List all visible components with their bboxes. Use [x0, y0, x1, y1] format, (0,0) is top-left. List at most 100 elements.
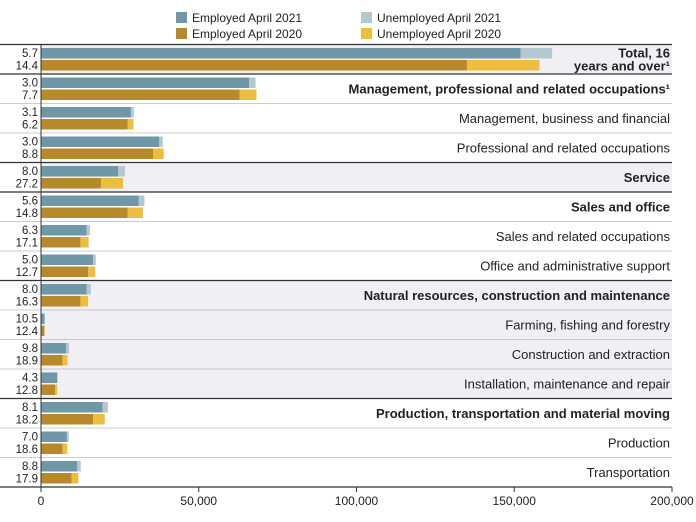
rate-label-2021: 3.0: [22, 78, 38, 90]
bar-employed-2021: [41, 372, 58, 383]
bar-employed-2021: [41, 284, 87, 295]
legend-label: Unemployed April 2020: [377, 27, 501, 41]
bar-unemployed-2020: [71, 473, 79, 484]
rate-label-2020: 17.1: [16, 238, 38, 250]
x-tick-label: 100,000: [335, 494, 379, 508]
chart-legend: Employed April 2021 Unemployed April 2021…: [176, 11, 501, 41]
category-row: 3.08.8 Professional and related occupatio…: [0, 132, 672, 161]
bar-employed-2021: [41, 77, 250, 88]
rate-label-2021: 9.8: [22, 343, 38, 355]
category-label: Natural resources, construction and main…: [364, 288, 670, 303]
bar-unemployed-2021: [138, 195, 145, 206]
x-tick-label: 150,000: [493, 494, 537, 508]
bar-unemployed-2020: [239, 89, 257, 100]
rate-label-2021: 3.1: [22, 107, 38, 119]
category-label-line2: years and over¹: [574, 59, 670, 74]
rate-label-2021: 8.0: [22, 166, 38, 178]
row-shading: [41, 280, 672, 310]
category-row: 8.027.2 Service: [0, 161, 672, 192]
rate-label-2020: 16.3: [16, 297, 38, 309]
rate-label-2020: 14.8: [16, 208, 38, 220]
legend-swatch: [361, 12, 372, 23]
bar-unemployed-2020: [466, 60, 540, 71]
category-label: Production: [608, 436, 670, 451]
rate-label-2020: 14.4: [16, 61, 39, 73]
category-row: 8.817.9 Transportation: [0, 457, 672, 486]
bar-employed-2021: [41, 166, 119, 177]
rate-label-2020: 18.2: [16, 415, 38, 427]
rate-label-2020: 12.8: [16, 385, 38, 397]
legend-swatch: [176, 12, 187, 23]
category-row: 8.118.2 Production, transportation and ma…: [0, 397, 672, 427]
bar-unemployed-2021: [130, 107, 134, 118]
rate-label-2021: 6.3: [22, 225, 38, 237]
bar-unemployed-2021: [520, 48, 553, 59]
bar-unemployed-2021: [86, 225, 90, 236]
category-label: Sales and office: [571, 200, 670, 215]
category-row: 7.018.6 Production: [0, 427, 672, 456]
bar-employed-2020: [41, 296, 81, 307]
bar-employed-2020: [41, 178, 101, 189]
bar-employed-2020: [41, 119, 128, 130]
legend-label: Employed April 2021: [192, 11, 302, 25]
bar-unemployed-2021: [66, 343, 70, 354]
bar-unemployed-2020: [88, 266, 96, 277]
bar-employed-2021: [41, 48, 521, 59]
category-label: Service: [624, 170, 670, 185]
category-row: 10.512.4 Farming, fishing and forestry: [0, 309, 672, 340]
bar-unemployed-2020: [62, 443, 68, 454]
bar-unemployed-2020: [62, 355, 68, 366]
category-row: 3.07.7 Management, professional and relat…: [0, 73, 672, 102]
bar-unemployed-2021: [118, 166, 125, 177]
legend-label: Employed April 2020: [192, 27, 302, 41]
bar-employed-2021: [41, 225, 87, 236]
bar-employed-2020: [41, 237, 81, 248]
rate-label-2021: 7.0: [22, 432, 38, 444]
rate-label-2020: 6.2: [22, 120, 38, 132]
row-shading: [41, 369, 672, 399]
bar-employed-2021: [41, 313, 45, 324]
category-label: Construction and extraction: [512, 347, 670, 362]
bar-employed-2020: [41, 473, 72, 484]
category-row: 9.818.9 Construction and extraction: [0, 339, 672, 369]
bar-employed-2021: [41, 107, 131, 118]
bar-employed-2021: [41, 136, 160, 147]
bar-employed-2020: [41, 60, 467, 71]
category-label: Production, transportation and material …: [376, 406, 670, 421]
rate-label-2020: 12.7: [16, 267, 38, 279]
bar-unemployed-2020: [127, 207, 143, 218]
bar-unemployed-2020: [100, 178, 124, 189]
bar-unemployed-2021: [249, 77, 256, 88]
bar-unemployed-2021: [93, 254, 96, 265]
bar-employed-2020: [41, 355, 63, 366]
legend-swatch: [176, 28, 187, 39]
category-row: 5.614.8 Sales and office: [0, 191, 672, 220]
rate-label-2021: 4.3: [22, 373, 38, 385]
category-row: 6.317.1 Sales and related occupations: [0, 221, 672, 250]
rate-label-2020: 17.9: [16, 474, 38, 486]
rate-label-2021: 8.8: [22, 461, 38, 473]
bar-employed-2020: [41, 443, 63, 454]
row-shading: [41, 310, 672, 340]
bar-employed-2020: [41, 325, 45, 336]
bar-unemployed-2021: [102, 402, 108, 413]
rate-label-2020: 27.2: [16, 179, 38, 191]
bar-unemployed-2021: [159, 136, 163, 147]
bar-employed-2021: [41, 254, 94, 265]
bar-employed-2020: [41, 207, 128, 218]
bar-unemployed-2020: [55, 384, 58, 395]
rate-label-2021: 8.1: [22, 402, 38, 414]
bar-unemployed-2021: [86, 284, 91, 295]
bar-employed-2020: [41, 384, 56, 395]
legend-label: Unemployed April 2021: [377, 11, 501, 25]
row-shading: [41, 339, 672, 369]
category-label: Professional and related occupations: [457, 141, 671, 156]
rate-label-2020: 8.8: [22, 149, 38, 161]
category-row: 3.16.2 Management, business and financial: [0, 103, 672, 132]
category-label: Sales and related occupations: [496, 229, 671, 244]
rate-label-2021: 5.7: [22, 48, 38, 60]
category-row: 8.016.3 Natural resources, construction a…: [0, 279, 672, 310]
